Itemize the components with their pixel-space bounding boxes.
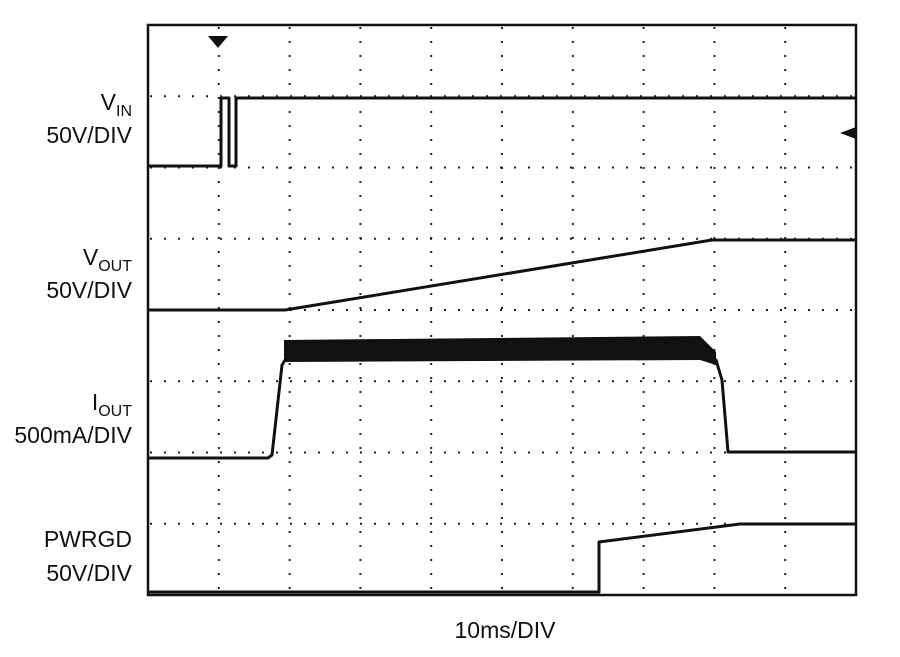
name: V (83, 244, 99, 270)
pwrgd-trace (148, 522, 856, 594)
labels: VIN 50V/DIV VOUT 50V/DIV IOUT 500mA/DIV … (14, 89, 556, 643)
iout-ripple (284, 336, 716, 365)
name: I (92, 389, 98, 415)
channel-name: VOUT (83, 244, 132, 275)
traces (148, 36, 856, 594)
channel-scale: 500mA/DIV (14, 422, 132, 448)
subscript: OUT (98, 403, 132, 420)
grid-lines (150, 27, 854, 593)
iout-trace (148, 348, 856, 460)
channel-scale: 50V/DIV (46, 122, 132, 148)
vout-trace (148, 238, 856, 312)
subscript: OUT (98, 258, 132, 275)
channel-scale: 50V/DIV (46, 277, 132, 303)
vin-trace (148, 96, 856, 168)
level-marker (840, 127, 856, 139)
trigger-marker (208, 36, 228, 48)
channel-name: VIN (101, 89, 132, 120)
subscript: IN (116, 103, 132, 120)
channel-scale: 50V/DIV (46, 560, 132, 586)
channel-name: PWRGD (44, 526, 132, 552)
timebase: 10ms/DIV (455, 617, 557, 643)
name: V (101, 89, 117, 115)
channel-name: IOUT (92, 389, 132, 420)
